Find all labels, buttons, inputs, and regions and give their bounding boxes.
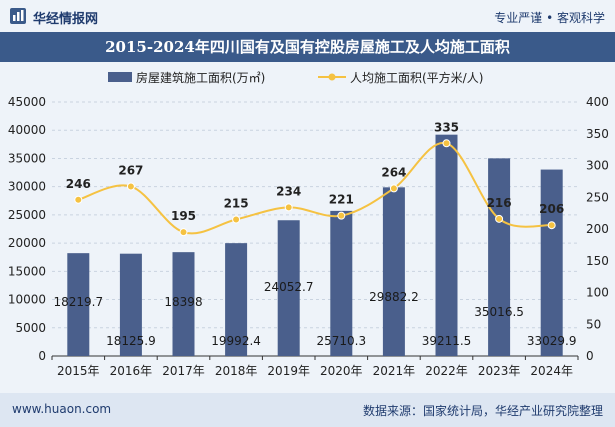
right-axis-tick: 150 [586,254,609,268]
left-axis-tick: 20000 [8,236,46,250]
bar-value-label: 35016.5 [474,305,524,319]
line-point [495,214,504,223]
bar [540,169,563,356]
right-axis-tick: 0 [586,349,594,363]
line-point [74,195,83,204]
right-axis-tick: 250 [586,190,609,204]
right-axis-tick: 200 [586,222,609,236]
right-axis-tick: 50 [586,317,601,331]
header-slogan: 专业严谨 • 客观科学 [494,11,605,25]
line-value-label: 195 [171,209,196,223]
x-axis-tick: 2019年 [267,364,310,378]
left-axis-tick: 30000 [8,180,46,194]
line-value-label: 267 [118,163,143,177]
bar [67,253,90,356]
left-axis-tick: 35000 [8,151,46,165]
left-axis-tick: 45000 [8,95,46,109]
x-axis-tick: 2017年 [162,364,205,378]
bar [172,252,195,356]
x-axis-tick: 2015年 [57,364,100,378]
bar-value-label: 24052.7 [264,280,314,294]
left-axis-tick: 15000 [8,264,46,278]
footer-bar [0,393,615,427]
bar-value-label: 18125.9 [106,334,156,348]
left-axis-tick: 40000 [8,123,46,137]
logo-text: 华经情报网 [33,12,99,27]
right-axis-tick: 350 [586,127,609,141]
combo-chart: 0 5000 10000 15000 20000 25000 30000 35000 40000… [8,70,609,378]
x-axis-tick: 2018年 [215,364,258,378]
bar-value-label: 33029.9 [527,334,577,348]
bar-value-label: 39211.5 [422,334,472,348]
line-value-label: 264 [381,165,406,179]
line-value-label: 335 [434,120,459,134]
x-axis-tick: 2020年 [320,364,363,378]
line-value-label: 206 [539,202,564,216]
bar [119,253,142,356]
line-value-label: 246 [66,177,91,191]
x-axis-tick: 2023年 [478,364,521,378]
legend-line-marker [328,73,336,81]
footer-source: 数据来源：国家统计局，华经产业研究院整理 [362,404,603,418]
bar-value-label: 18219.7 [53,295,103,309]
line-series [77,141,552,235]
x-axis-tick: 2024年 [530,364,573,378]
left-axis-tick: 5000 [15,321,46,335]
bar [330,210,353,356]
bar [382,187,405,356]
chart-title: 2015-2024年四川国有及国有控股房屋施工及人均施工面积 [105,38,510,56]
bar [488,158,511,356]
left-axis-tick: 25000 [8,208,46,222]
right-axis-tick: 300 [586,159,609,173]
line-point [389,184,398,193]
left-axis-tick: 10000 [8,293,46,307]
bar-value-label: 18398 [164,295,202,309]
line-point [337,211,346,220]
bar [435,134,458,356]
legend-bar-swatch [108,72,132,82]
bar-value-label: 29882.2 [369,290,419,304]
x-axis-tick: 2021年 [373,364,416,378]
bar-value-label: 19992.4 [211,334,261,348]
logo-icon [10,8,26,24]
title-bar [0,32,615,62]
line-value-label: 216 [487,196,512,210]
line-point [179,228,188,237]
bar [225,243,248,356]
right-axis-tick: 100 [586,286,609,300]
footer-url[interactable]: www.huaon.com [12,402,112,416]
right-axis-tick: 400 [586,95,609,109]
left-axis-tick: 0 [38,349,46,363]
legend-bar-label: 房屋建筑施工面积(万㎡) [136,70,265,85]
line-value-label: 215 [224,196,249,210]
legend-line-label: 人均施工面积(平方米/人) [350,70,483,85]
line-point [284,203,293,212]
line-point [442,139,451,148]
x-axis-tick: 2016年 [110,364,153,378]
top-bar [0,0,615,32]
line-point [232,215,241,224]
line-point [126,182,135,191]
bar [277,220,300,356]
line-value-label: 221 [329,193,354,207]
line-point [547,221,556,230]
bar-value-label: 25710.3 [316,334,366,348]
line-value-label: 234 [276,184,301,198]
x-axis-tick: 2022年 [425,364,468,378]
